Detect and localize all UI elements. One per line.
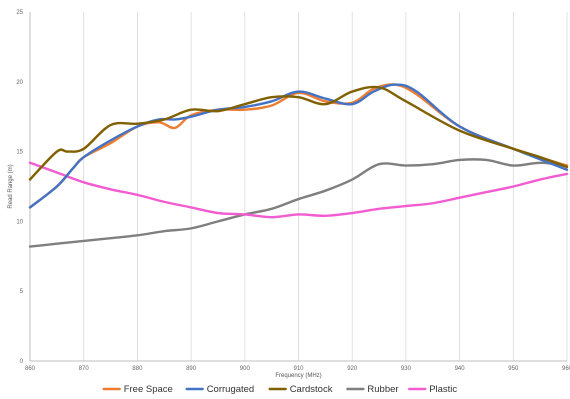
x-tick-label: 910 xyxy=(293,366,304,372)
legend-label: Cardstock xyxy=(290,384,333,395)
gridlines xyxy=(83,12,568,361)
legend-item: Rubber xyxy=(346,384,399,395)
series-lines xyxy=(28,83,569,248)
x-axis-title: Frequency (MHz) xyxy=(275,373,321,379)
legend: Free Space Corrugated Cardstock Rubber Plast… xyxy=(102,384,457,395)
legend-label: Corrugated xyxy=(207,384,255,395)
y-tick-label: 10 xyxy=(16,219,23,225)
axes xyxy=(29,12,567,362)
legend-label: Rubber xyxy=(367,384,398,395)
x-tick-label: 920 xyxy=(347,366,358,372)
legend-item: Plastic xyxy=(408,384,457,395)
legend-label: Plastic xyxy=(429,384,457,395)
x-tick-label: 860 xyxy=(25,366,36,372)
x-tick-label: 880 xyxy=(132,366,143,372)
x-tick-label: 950 xyxy=(508,366,519,372)
legend-item: Corrugated xyxy=(185,384,255,395)
y-tick-label: 20 xyxy=(16,80,23,86)
x-tick-label: 870 xyxy=(79,366,90,372)
x-tick-label: 890 xyxy=(186,366,197,372)
y-tick-label: 25 xyxy=(16,10,23,16)
series-line-plastic xyxy=(28,161,569,219)
x-tick-label: 900 xyxy=(240,366,251,372)
x-tick-label: 930 xyxy=(401,366,412,372)
x-tick-label: 960 xyxy=(562,366,570,372)
series-line-corrugated xyxy=(28,83,569,209)
y-tick-label: 0 xyxy=(20,359,24,365)
y-tick-label: 15 xyxy=(16,150,23,156)
y-axis-title: Read Range (m) xyxy=(8,164,14,208)
y-tick-label: 5 xyxy=(20,289,24,295)
x-tick-label: 940 xyxy=(455,366,466,372)
legend-item: Cardstock xyxy=(268,384,333,395)
tick-labels: 860 870 880 890 900 910 920 930 940 950 960 0 5 10 15 2… xyxy=(16,10,570,372)
legend-label: Free Space xyxy=(124,384,173,395)
series-line-rubber xyxy=(28,158,569,248)
series-line-cardstock xyxy=(28,85,569,181)
legend-item: Free Space xyxy=(102,384,173,395)
